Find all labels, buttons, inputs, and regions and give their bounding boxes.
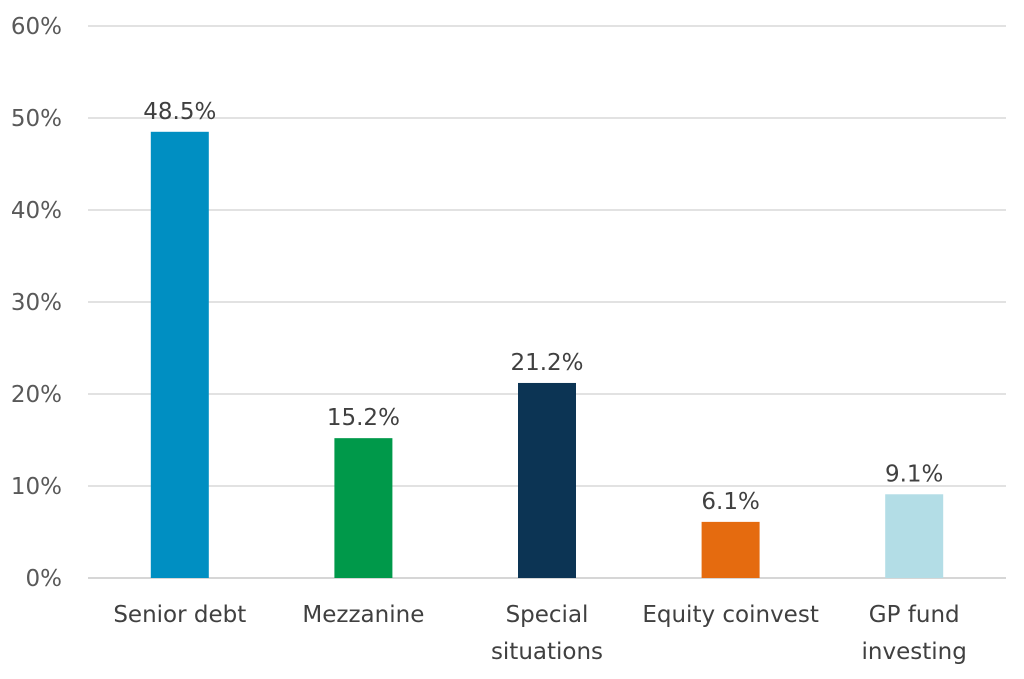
data-label: 21.2% <box>510 350 583 376</box>
data-label: 48.5% <box>143 99 216 125</box>
x-tick-label: Equity coinvest <box>642 602 819 628</box>
data-labels: 48.5% 15.2% 21.2% 6.1% 9.1% <box>143 99 943 515</box>
y-tick-label: 20% <box>11 382 62 408</box>
y-tick-label: 60% <box>11 14 62 40</box>
x-tick-label: situations <box>491 639 603 665</box>
y-tick-label: 40% <box>11 198 62 224</box>
bar <box>518 382 576 578</box>
y-tick-label: 50% <box>11 106 62 132</box>
y-tick-label: 10% <box>11 474 62 500</box>
x-tick-label: Special <box>506 602 589 628</box>
bar <box>885 494 944 578</box>
y-axis-tick-labels: 0% 10% 20% 30% 40% 50% 60% <box>11 14 62 592</box>
x-tick-label: investing <box>862 639 967 665</box>
x-tick-label: GP fund <box>869 602 960 628</box>
x-tick-label: Mezzanine <box>302 602 424 628</box>
x-axis-tick-labels: Senior debt Mezzanine Special situations Equ… <box>113 602 967 665</box>
data-label: 6.1% <box>701 489 759 515</box>
data-label: 15.2% <box>327 405 400 431</box>
y-tick-label: 30% <box>11 290 62 316</box>
bar <box>334 438 393 578</box>
bar <box>701 521 760 578</box>
bar <box>150 131 209 579</box>
y-tick-label: 0% <box>26 566 63 592</box>
bars <box>150 131 944 579</box>
x-tick-label: Senior debt <box>113 602 246 628</box>
data-label: 9.1% <box>885 461 943 487</box>
